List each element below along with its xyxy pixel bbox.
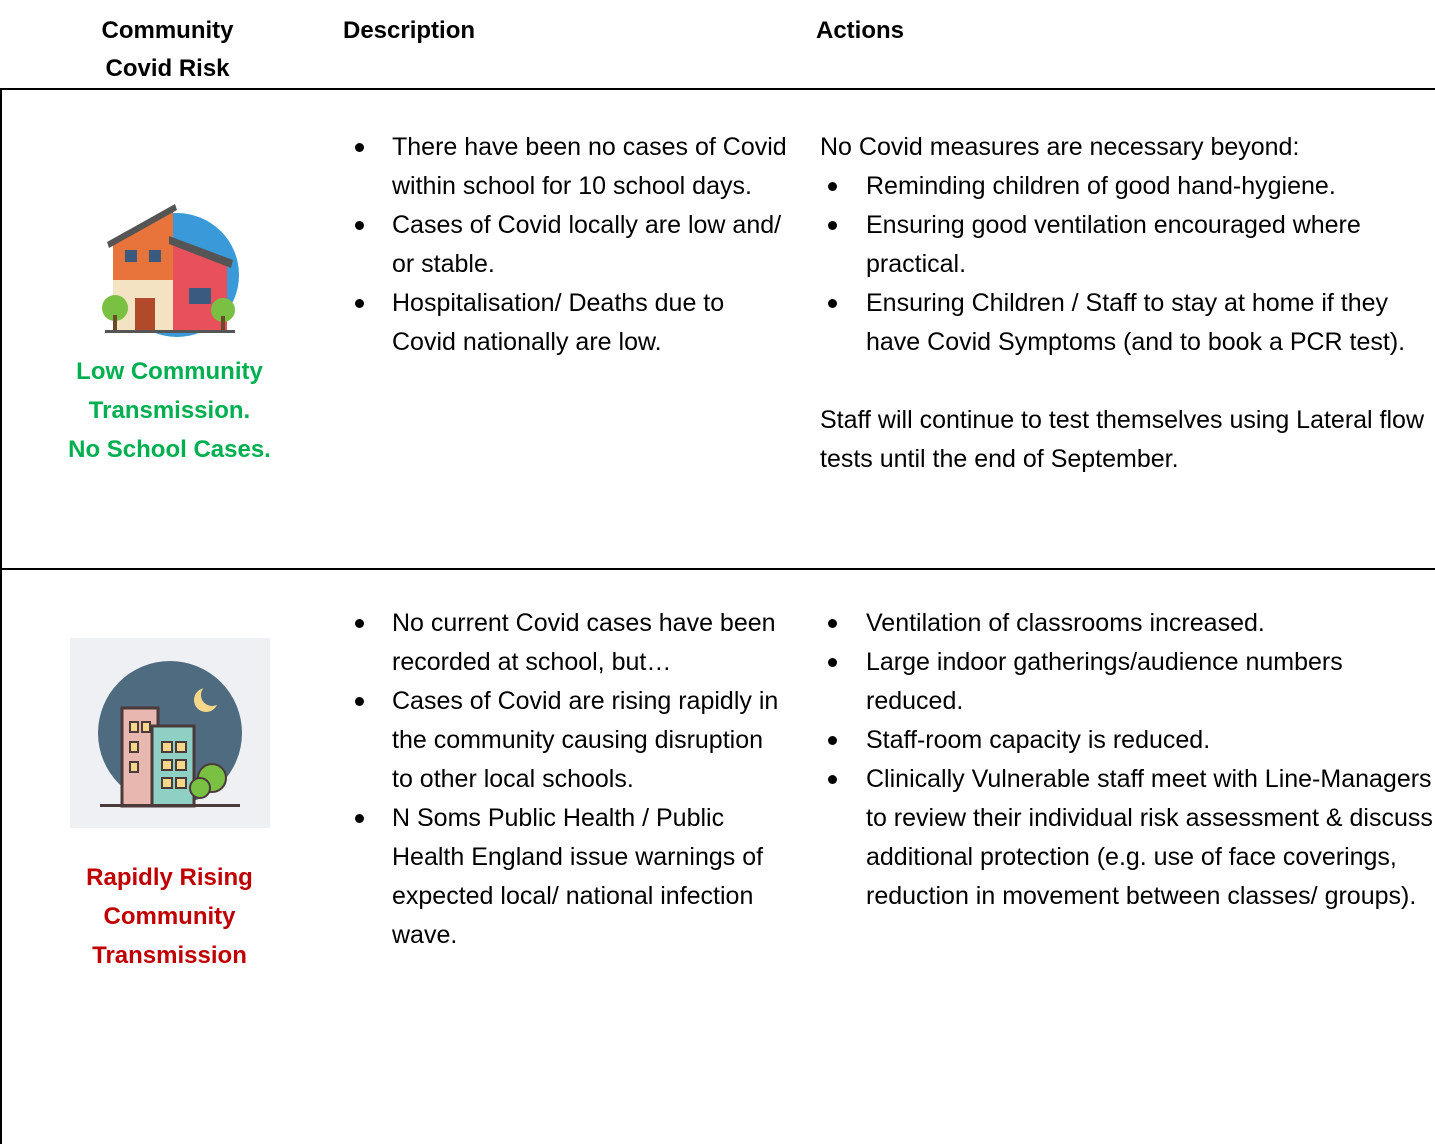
description-item: No current Covid cases have been recorde…	[347, 604, 787, 682]
description-cell: There have been no cases of Covid within…	[347, 128, 797, 362]
actions-intro: No Covid measures are necessary beyond:	[820, 133, 1300, 161]
header-cell: Description	[343, 17, 476, 44]
label-line: No School Cases.	[68, 436, 271, 463]
actions-cell: No Covid measures are necessary beyond: …	[820, 128, 1435, 479]
label-line: Low Community	[76, 358, 263, 385]
header-cell: Community Covid Risk	[0, 12, 335, 88]
house-icon	[101, 204, 239, 337]
description-list: There have been no cases of Covid within…	[347, 128, 787, 362]
description-item: There have been no cases of Covid within…	[347, 128, 787, 206]
risk-label: Low Community Transmission. No School Ca…	[2, 352, 337, 469]
actions-list: Ventilation of classrooms increased. Lar…	[820, 604, 1435, 916]
header-cell: Actions	[816, 17, 905, 44]
action-item: Ensuring Children / Staff to stay at hom…	[820, 284, 1435, 362]
description-list: No current Covid cases have been recorde…	[347, 604, 787, 955]
action-item: Staff-room capacity is reduced.	[820, 721, 1435, 760]
header-line: Community	[101, 17, 234, 44]
label-line: Rapidly Rising	[86, 864, 253, 891]
action-item: Ensuring good ventilation encouraged whe…	[820, 206, 1435, 284]
description-item: Hospitalisation/ Deaths due to Covid nat…	[347, 284, 787, 362]
action-item: Ventilation of classrooms increased.	[820, 604, 1435, 643]
actions-list: Reminding children of good hand-hygiene.…	[820, 167, 1435, 362]
action-item: Large indoor gatherings/audience numbers…	[820, 643, 1435, 721]
label-line: Community	[103, 903, 236, 930]
table-row: Rapidly Rising Community Transmission No…	[0, 570, 1435, 1144]
risk-cell: Low Community Transmission. No School Ca…	[2, 180, 337, 469]
action-item: Clinically Vulnerable staff meet with Li…	[820, 760, 1435, 916]
risk-cell: Rapidly Rising Community Transmission	[2, 638, 337, 975]
description-item: Cases of Covid are rising rapidly in the…	[347, 682, 787, 799]
table-row: Low Community Transmission. No School Ca…	[0, 90, 1435, 570]
description-item: N Soms Public Health / Public Health Eng…	[347, 799, 787, 955]
actions-cell: Ventilation of classrooms increased. Lar…	[820, 604, 1435, 916]
actions-note: Staff will continue to test themselves u…	[820, 406, 1425, 473]
label-line: Transmission.	[88, 397, 251, 424]
action-item: Reminding children of good hand-hygiene.	[820, 167, 1435, 206]
city-icon	[69, 638, 270, 828]
risk-label: Rapidly Rising Community Transmission	[2, 858, 337, 975]
header-row: Community Covid Risk Description Actions	[0, 0, 1435, 90]
description-cell: No current Covid cases have been recorde…	[347, 604, 797, 955]
header-line: Covid Risk	[105, 55, 230, 82]
description-item: Cases of Covid locally are low and/ or s…	[347, 206, 787, 284]
label-line: Transmission	[92, 942, 247, 969]
